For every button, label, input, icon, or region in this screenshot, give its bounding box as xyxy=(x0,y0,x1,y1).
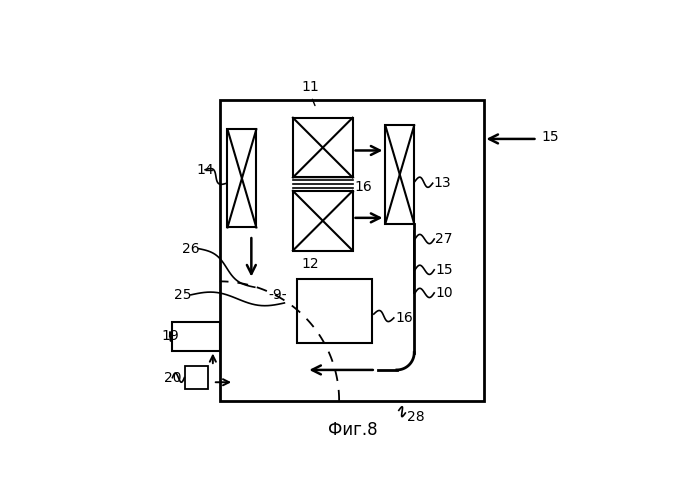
Text: 14: 14 xyxy=(197,162,214,176)
Text: 12: 12 xyxy=(301,257,319,271)
Text: -9-: -9- xyxy=(268,288,287,302)
Text: 26: 26 xyxy=(182,242,200,256)
Bar xyxy=(185,366,208,389)
Text: 25: 25 xyxy=(175,288,192,302)
Bar xyxy=(385,126,414,224)
Bar xyxy=(293,118,353,178)
Text: 13: 13 xyxy=(433,176,451,190)
Text: Фиг.8: Фиг.8 xyxy=(327,422,378,440)
Bar xyxy=(293,191,353,250)
Text: 28: 28 xyxy=(407,410,424,424)
Bar xyxy=(219,100,484,401)
Text: 20: 20 xyxy=(164,370,182,384)
Bar xyxy=(171,322,219,350)
Text: 15: 15 xyxy=(541,130,559,144)
Text: 27: 27 xyxy=(436,232,453,246)
Bar xyxy=(228,130,257,228)
Bar xyxy=(297,280,372,343)
Text: 11: 11 xyxy=(301,80,319,106)
Text: 15: 15 xyxy=(436,263,453,277)
Text: 10: 10 xyxy=(436,286,453,300)
Text: 19: 19 xyxy=(161,330,179,344)
Text: 16: 16 xyxy=(395,311,413,325)
Text: 16: 16 xyxy=(354,180,372,194)
